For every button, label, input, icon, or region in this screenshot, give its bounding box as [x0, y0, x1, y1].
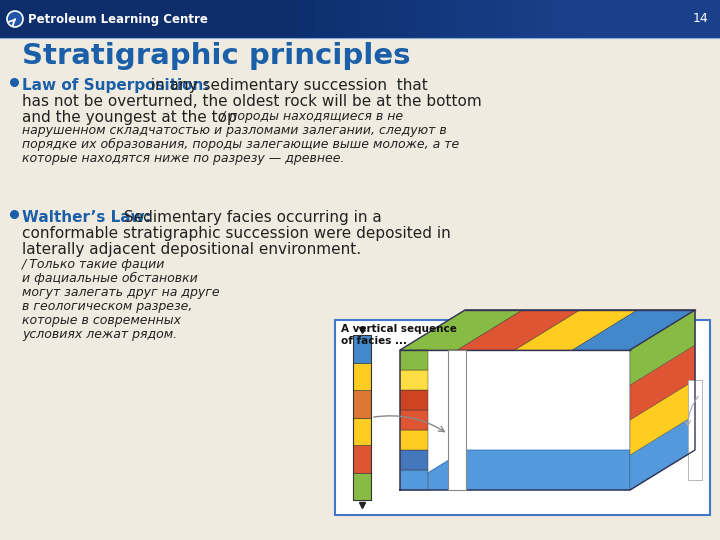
Text: Walther’s Law:: Walther’s Law:	[22, 210, 151, 225]
Bar	[400, 410, 428, 430]
Bar	[706, 0, 720, 38]
Bar	[356, 0, 370, 38]
Bar	[353, 362, 371, 390]
Polygon shape	[515, 310, 637, 350]
Text: and the youngest at the top: and the youngest at the top	[22, 110, 237, 125]
Text: в геологическом разрезе,: в геологическом разрезе,	[22, 300, 192, 313]
Bar	[398, 0, 412, 38]
Bar	[426, 0, 440, 38]
Bar	[448, 350, 466, 490]
Polygon shape	[630, 310, 695, 385]
Text: 14: 14	[692, 12, 708, 25]
Text: Sedimentary facies occurring in a: Sedimentary facies occurring in a	[119, 210, 382, 225]
Text: условиях лежат рядом.: условиях лежат рядом.	[22, 328, 177, 341]
Polygon shape	[400, 310, 523, 350]
Bar	[400, 450, 428, 470]
Bar	[454, 0, 468, 38]
Bar	[400, 390, 428, 410]
Bar	[353, 335, 371, 362]
Text: Petroleum Learning Centre: Petroleum Learning Centre	[28, 12, 208, 25]
Bar	[400, 370, 428, 390]
Bar	[370, 0, 384, 38]
Text: in any sedimentary succession  that: in any sedimentary succession that	[146, 78, 428, 93]
Polygon shape	[457, 310, 580, 350]
Bar	[552, 0, 566, 38]
Bar	[342, 0, 356, 38]
Bar	[538, 0, 552, 38]
Bar	[622, 0, 636, 38]
Text: и фациальные обстановки: и фациальные обстановки	[22, 272, 198, 285]
Bar	[384, 0, 398, 38]
Bar	[440, 0, 454, 38]
Bar	[524, 0, 538, 38]
Bar	[353, 390, 371, 417]
Bar	[580, 0, 594, 38]
Polygon shape	[630, 380, 695, 455]
Bar	[664, 0, 678, 38]
Bar	[353, 445, 371, 472]
Bar	[412, 0, 426, 38]
Polygon shape	[630, 345, 695, 420]
Bar	[468, 0, 482, 38]
Bar	[314, 0, 328, 38]
Text: laterally adjacent depositional environment.: laterally adjacent depositional environm…	[22, 242, 361, 257]
Polygon shape	[400, 450, 695, 490]
Bar	[692, 0, 706, 38]
Polygon shape	[630, 415, 695, 490]
Text: conformable stratigraphic succession were deposited in: conformable stratigraphic succession wer…	[22, 226, 451, 241]
Bar	[678, 0, 692, 38]
Bar	[0, 0, 720, 38]
Bar	[566, 0, 580, 38]
Bar	[608, 0, 622, 38]
Text: Law of Superposition:: Law of Superposition:	[22, 78, 210, 93]
Bar	[594, 0, 608, 38]
Text: A vertical sequence
of facies ...: A vertical sequence of facies ...	[341, 324, 457, 346]
Bar	[688, 380, 702, 480]
Text: Stratigraphic principles: Stratigraphic principles	[22, 42, 410, 70]
Bar	[400, 350, 428, 370]
Text: has not be overturned, the oldest rock will be at the bottom: has not be overturned, the oldest rock w…	[22, 94, 482, 109]
Bar	[650, 0, 664, 38]
Text: / породы находящиеся в не: / породы находящиеся в не	[217, 110, 403, 123]
Bar	[353, 417, 371, 445]
Bar	[328, 0, 342, 38]
Bar	[353, 472, 371, 500]
Text: порядке их образования, породы залегающие выше моложе, а те: порядке их образования, породы залегающи…	[22, 138, 459, 151]
Bar	[482, 0, 496, 38]
Polygon shape	[630, 310, 695, 490]
Text: нарушенном складчатостью и разломами залегании, следуют в: нарушенном складчатостью и разломами зал…	[22, 124, 446, 137]
Bar	[496, 0, 510, 38]
Circle shape	[7, 11, 23, 27]
Polygon shape	[572, 310, 695, 350]
Text: могут залегать друг на друге: могут залегать друг на друге	[22, 286, 220, 299]
Bar	[300, 0, 314, 38]
Bar	[400, 430, 428, 450]
Text: / Только такие фации: / Только такие фации	[22, 258, 166, 271]
Text: которые в современных: которые в современных	[22, 314, 181, 327]
Text: которые находятся ниже по разрезу — древнее.: которые находятся ниже по разрезу — древ…	[22, 152, 344, 165]
Bar	[400, 470, 428, 490]
Bar	[636, 0, 650, 38]
Bar	[353, 335, 371, 500]
Bar	[335, 320, 710, 515]
Bar	[510, 0, 524, 38]
